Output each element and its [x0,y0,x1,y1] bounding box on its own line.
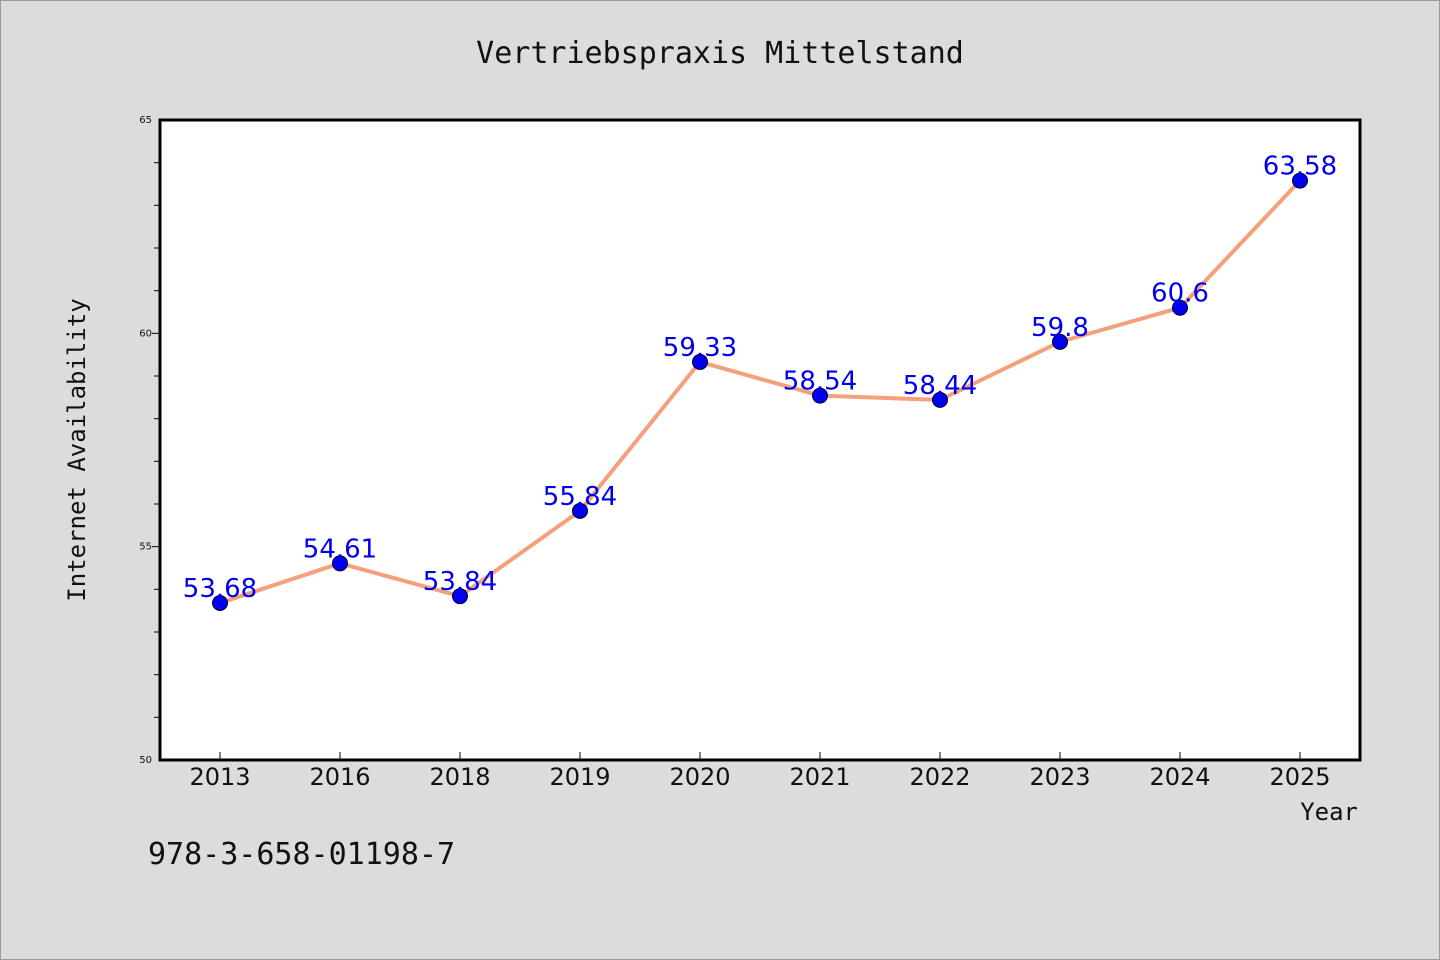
data-label: 55.84 [543,482,617,512]
data-label: 53.84 [423,567,497,597]
data-point [1172,299,1188,316]
series-line [219,179,1302,605]
y-tick-label: 60 [139,328,152,339]
y-axis-label: Internet Availability [63,298,91,601]
x-tick-label: 2024 [1149,763,1210,791]
series-layer: 53.68 54.61 53.84 55.84 59.33 58.54 58.44 59.8 6… [183,152,1337,611]
data-point [332,555,348,572]
y-axis-ticks: 50 55 60 65 [139,115,160,766]
data-point [452,588,468,605]
x-tick-label: 2016 [309,763,370,791]
isbn-text: 978-3-658-01198-7 [148,837,455,872]
x-tick-label: 2019 [549,763,610,791]
data-point [1052,333,1068,350]
data-label: 54.61 [303,534,377,564]
data-point [1292,172,1308,189]
data-point [572,502,588,519]
x-axis-label: Year [1300,798,1358,826]
data-label: 53.68 [183,574,257,604]
x-tick-label: 2013 [189,763,250,791]
data-label: 63.58 [1263,152,1337,182]
y-tick-label: 65 [139,115,152,126]
data-point [212,594,228,611]
x-tick-label: 2021 [789,763,850,791]
data-label: 58.44 [903,371,977,401]
x-tick-label: 2025 [1269,763,1330,791]
data-label: 58.54 [783,367,857,397]
x-tick-label: 2018 [429,763,490,791]
data-label: 59.33 [663,333,737,363]
chart-title: Vertriebspraxis Mittelstand [476,36,964,71]
x-tick-label: 2022 [909,763,970,791]
y-tick-label: 50 [139,755,152,766]
data-label: 59.8 [1031,313,1089,343]
data-point [812,387,828,404]
plot-area [158,118,1362,762]
x-tick-label: 2023 [1029,763,1090,791]
x-axis-ticks: 2013 2016 2018 2019 2020 2021 2022 2023 2024 2025 [189,752,1331,791]
y-tick-label: 55 [139,542,152,553]
data-point [932,391,948,408]
data-label: 60.6 [1151,279,1209,309]
x-tick-label: 2020 [669,763,730,791]
data-point [692,353,708,370]
